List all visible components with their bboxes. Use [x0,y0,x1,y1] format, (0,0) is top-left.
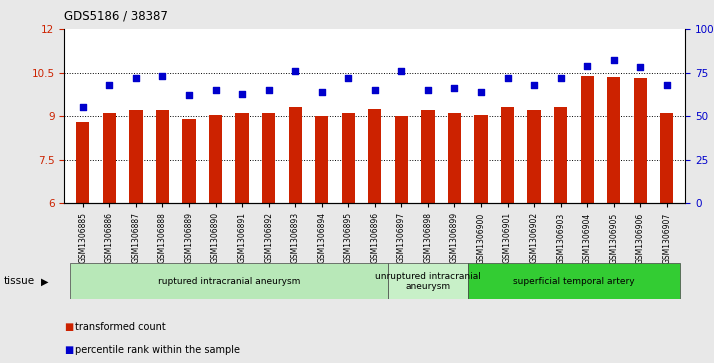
Bar [315,116,328,203]
Bar [342,113,355,203]
Point [502,75,513,81]
Point [422,87,433,93]
Point [635,65,646,70]
Point [236,91,248,97]
Bar [182,119,196,203]
Bar [501,107,514,203]
Point [581,63,593,69]
Bar [368,109,381,203]
Point [396,68,407,74]
Point [608,57,620,63]
Bar [288,107,302,203]
Point [263,87,274,93]
Bar [474,115,488,203]
Point [661,82,673,88]
Bar [554,107,568,203]
Point [104,82,115,88]
Bar [262,113,276,203]
Text: ▶: ▶ [41,276,49,286]
Point [316,89,328,95]
Text: transformed count: transformed count [75,322,166,332]
Text: superficial temporal artery: superficial temporal artery [513,277,635,286]
Point [369,87,381,93]
Text: ruptured intracranial aneurysm: ruptured intracranial aneurysm [158,277,300,286]
Text: ■: ■ [64,322,74,332]
Point [449,85,461,91]
Text: percentile rank within the sample: percentile rank within the sample [75,345,240,355]
Bar [448,113,461,203]
Bar [395,116,408,203]
Point [183,92,195,98]
Bar [103,113,116,203]
Bar [388,263,468,299]
Point [528,82,540,88]
Bar [69,263,388,299]
Bar [468,263,680,299]
Text: GDS5186 / 38387: GDS5186 / 38387 [64,9,168,22]
Bar [607,77,620,203]
Bar [236,113,248,203]
Point [210,87,221,93]
Bar [209,115,222,203]
Point [157,73,169,79]
Bar [528,110,540,203]
Point [476,89,487,95]
Point [130,75,141,81]
Bar [129,110,143,203]
Bar [580,76,594,203]
Point [343,75,354,81]
Text: tissue: tissue [4,276,35,286]
Bar [421,110,435,203]
Bar [660,113,673,203]
Point [77,105,89,110]
Bar [634,78,647,203]
Text: unruptured intracranial
aneurysm: unruptured intracranial aneurysm [375,272,481,291]
Bar [156,110,169,203]
Text: ■: ■ [64,345,74,355]
Bar [76,122,89,203]
Point [555,75,566,81]
Point [289,68,301,74]
